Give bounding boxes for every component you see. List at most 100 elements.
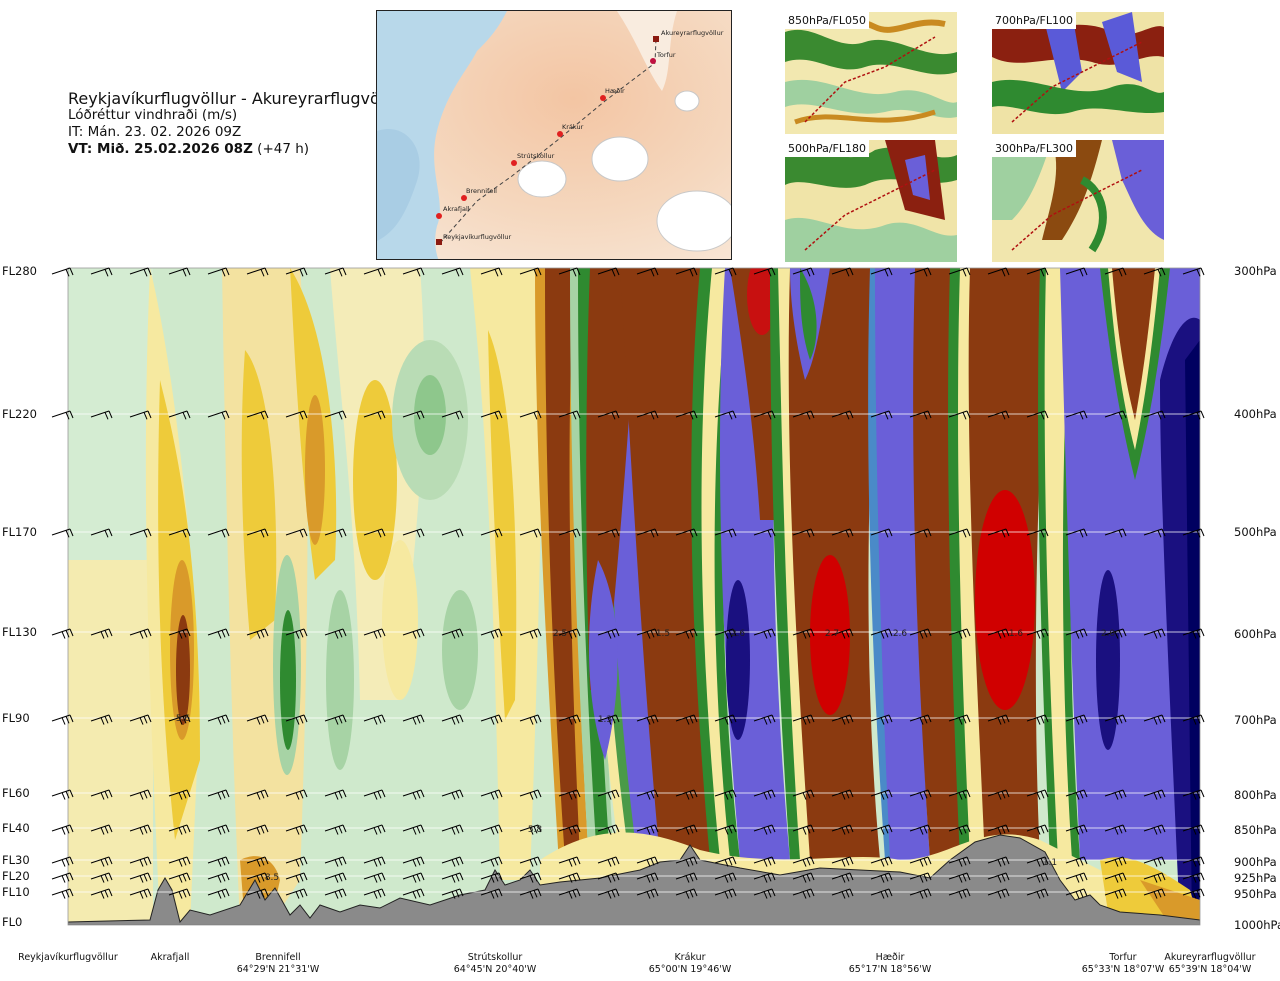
wind-barb xyxy=(285,888,308,899)
wind-barb xyxy=(1065,628,1088,639)
wind-barb xyxy=(909,267,932,277)
pressure-tick-label: 1000hPa xyxy=(1234,918,1280,932)
wind-barb xyxy=(90,789,113,800)
wind-barb xyxy=(324,789,347,800)
wind-barb xyxy=(714,714,737,725)
wind-barb xyxy=(168,267,191,277)
fl-tick-label: FL220 xyxy=(2,407,37,421)
wind-barb xyxy=(51,856,74,867)
wind-barb xyxy=(90,856,113,867)
map-label-krakur: Krákur xyxy=(562,123,584,131)
wind-barb xyxy=(987,410,1010,420)
waypoint-coord: 65°39'N 18°04'W xyxy=(1169,964,1252,975)
wind-barb xyxy=(246,824,269,835)
wind-barb xyxy=(558,888,581,899)
wind-barb xyxy=(948,872,971,883)
wind-barb xyxy=(1104,528,1127,538)
map-label-reykjavik: Reykjavíkurflugvöllur xyxy=(443,233,512,241)
wind-barb xyxy=(129,528,152,538)
wind-barb xyxy=(870,872,893,883)
wind-barb xyxy=(1182,789,1205,800)
wind-barb xyxy=(480,410,503,420)
wind-barb xyxy=(597,824,620,835)
wind-barb xyxy=(1065,872,1088,883)
wind-barb xyxy=(519,267,542,277)
wind-barb xyxy=(51,872,74,883)
wind-barb xyxy=(1104,789,1127,800)
wind-barb xyxy=(441,824,464,835)
wind-barb xyxy=(714,888,737,899)
wind-barb xyxy=(402,824,425,835)
wind-barb xyxy=(441,856,464,867)
wind-barb xyxy=(363,872,386,883)
fl-tick-label: FL60 xyxy=(2,786,30,800)
fl-tick-label: FL40 xyxy=(2,821,30,835)
wind-barb xyxy=(987,789,1010,800)
wind-barb xyxy=(831,714,854,725)
contour-value-label: 2.5 xyxy=(553,629,567,639)
contour-value-label: 5.8 xyxy=(528,825,543,835)
map-label-akureyri: Akureyrarflugvöllur xyxy=(661,29,724,37)
wind-barb xyxy=(1143,410,1166,420)
waypoint-coord: 64°45'N 20°40'W xyxy=(454,964,537,975)
thumbnail-500hpa[interactable]: 500hPa/FL180 xyxy=(785,140,957,262)
wind-barb xyxy=(402,888,425,899)
wind-barb xyxy=(1182,872,1205,883)
wind-barb xyxy=(1143,888,1166,899)
wind-barb xyxy=(1143,628,1166,639)
wind-barb xyxy=(831,789,854,800)
wind-barb xyxy=(948,528,971,538)
wind-barb xyxy=(753,714,776,725)
wind-barb xyxy=(441,267,464,277)
wind-barb xyxy=(909,528,932,538)
wind-barb xyxy=(1065,410,1088,420)
wind-barb xyxy=(909,628,932,639)
wind-barb xyxy=(1104,628,1127,639)
wind-barb xyxy=(129,824,152,835)
wind-barb xyxy=(831,824,854,835)
wind-barb xyxy=(402,628,425,639)
wind-barb xyxy=(168,528,191,538)
wind-barb xyxy=(909,714,932,725)
map-label-haedir: Hæðir xyxy=(605,87,625,95)
wind-barb xyxy=(363,410,386,420)
contour-labels: 5.6 8.5 5.8 2.5 1.3 1.5 2.6 2.7 2.6 1.6 1.1 2.0 xyxy=(176,629,1116,883)
pressure-tick-label: 600hPa xyxy=(1234,627,1277,641)
wind-barb xyxy=(402,528,425,538)
pressure-tick-label: 950hPa xyxy=(1234,887,1277,901)
fl-tick-label: FL30 xyxy=(2,853,30,867)
wind-barb xyxy=(324,628,347,639)
wind-barb xyxy=(168,888,191,899)
wind-barb xyxy=(558,856,581,867)
wind-barb xyxy=(51,267,74,277)
wind-barb xyxy=(51,714,74,725)
fl-tick-label: FL90 xyxy=(2,711,30,725)
wind-barb xyxy=(1182,856,1205,867)
wind-barb xyxy=(207,410,230,420)
thumbnail-700hpa[interactable]: 700hPa/FL100 xyxy=(992,12,1164,134)
thumbnail-300hpa[interactable]: 300hPa/FL300 xyxy=(992,140,1164,262)
wind-barb xyxy=(909,789,932,800)
wind-barb xyxy=(714,824,737,835)
waypoint-axis: Reykjavíkurflugvöllur Akrafjall Brennifell… xyxy=(18,952,1256,975)
wind-barb xyxy=(597,410,620,420)
wind-barb xyxy=(948,714,971,725)
thumbnail-300hpa-image xyxy=(992,140,1164,262)
wind-barb xyxy=(519,628,542,639)
route-title: Reykjavíkurflugvöllur - Akureyrarflugvöl… xyxy=(68,89,406,108)
wind-barb xyxy=(870,789,893,800)
wind-barb xyxy=(246,410,269,420)
cross-section-chart: 5.6 8.5 5.8 2.5 1.3 1.5 2.6 2.7 2.6 1.6 1.1 2.0 FL2… xyxy=(2,264,1280,975)
wind-barb xyxy=(714,856,737,867)
wind-barb xyxy=(129,872,152,883)
wind-barb xyxy=(480,856,503,867)
wind-barb xyxy=(636,714,659,725)
waypoint-label: Torfur xyxy=(1108,952,1136,963)
thumbnail-850hpa[interactable]: 850hPa/FL050 xyxy=(785,12,957,134)
wind-barb xyxy=(987,528,1010,538)
wind-barb xyxy=(714,872,737,883)
wind-barb xyxy=(870,714,893,725)
wind-barb xyxy=(558,410,581,420)
wind-barb xyxy=(636,410,659,420)
wind-barb xyxy=(207,824,230,835)
